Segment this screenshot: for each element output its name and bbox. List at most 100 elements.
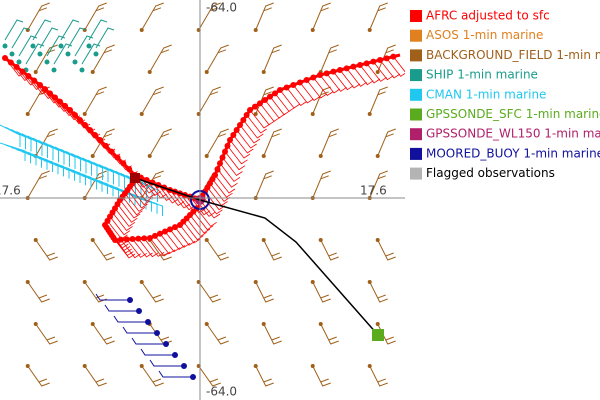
wind-barb [122,196,143,216]
legend-swatch [410,10,422,22]
wind-barb [299,82,321,102]
station [44,59,50,65]
legend-swatch [410,167,422,180]
station [136,308,142,314]
wind-barb [279,89,301,109]
wind-barb [386,58,407,77]
lon-label: -64.0 [206,1,237,15]
wind-barb [32,19,52,41]
wind-barb [184,194,206,214]
wind-barb [35,128,58,157]
wind-barb [373,61,394,81]
wind-barb [169,189,191,209]
wind-barb [320,323,339,345]
wind-barb [189,214,211,234]
wind-barb [84,86,107,115]
wind-barb [263,323,282,345]
wind-barb [158,370,193,378]
wind-barb [206,128,229,157]
wind-barb [214,174,236,194]
wind-barb [189,196,211,216]
legend-label: AFRC adjusted to sfc [426,9,550,23]
legend-swatch [410,88,422,101]
wind-barb [233,134,254,154]
wind-barb [119,199,141,219]
wind-barb [312,170,331,199]
wind-barb [84,2,107,31]
legend-label: ASOS 1-min marine [426,28,543,42]
wind-barb [239,124,261,144]
wind-barb [27,170,50,199]
wind-barb [132,183,153,202]
legend-swatch [410,49,422,62]
wind-barb [369,281,388,303]
wind-barb [149,237,171,257]
wind-barb [158,184,179,204]
wind-barb [92,239,115,261]
wind-barb [198,2,221,31]
station [51,67,57,73]
storm-position [372,329,384,341]
wind-barb [114,208,136,227]
wind-barb [199,199,221,219]
wind-barb [193,211,214,231]
wind-barb [259,103,281,122]
wind-barb [88,19,108,41]
wind-barb [141,281,164,303]
station [154,330,160,336]
wind-barb [320,44,339,73]
wind-barb [377,239,396,261]
wind-barb [366,63,387,82]
wind-barb [263,128,282,157]
station [2,43,8,49]
wind-barb [224,151,246,171]
legend-label: CMAN 1-min marine [426,87,546,101]
wind-barb [112,212,133,232]
legend-swatch [410,128,422,141]
wind-barb [84,365,107,387]
wind-barb [377,44,396,73]
station [58,43,64,49]
wind-barb [269,96,291,116]
wind-barb [346,68,367,87]
legend: AFRC adjusted to sfc ASOS 1-min marine BAC… [410,9,600,180]
wind-barb [149,44,172,73]
wind-barb [141,86,164,115]
wind-barb [377,128,396,157]
wind-barb [124,193,146,212]
legend-swatch [410,29,422,42]
wind-barb [246,114,267,134]
wind-barb [35,44,58,73]
wind-barb [255,2,274,31]
wind-barb [217,168,238,188]
wind-barb [35,323,58,345]
wind-barb [313,77,334,97]
wind-barb [369,170,388,199]
wind-barb [326,73,347,92]
wind-barb [141,365,164,387]
wind-barb [274,93,296,112]
wind-barb [174,226,196,246]
station [79,67,85,73]
station [127,297,133,303]
wind-barb [212,178,233,198]
wind-barb [249,109,271,129]
wind-barb [27,365,50,387]
wind-barb [196,208,217,227]
wind-barb [140,177,162,197]
station [181,363,187,369]
wind-barb [206,239,229,261]
wind-barb [149,359,184,367]
wind-barb [219,163,241,182]
wind-barb [312,281,331,303]
wind-barb [264,99,286,119]
wind-barb [198,86,221,115]
legend-swatch [410,147,422,160]
legend-label: Flagged observations [426,166,555,180]
wind-barb [254,106,276,126]
station [16,59,22,65]
wind-barb [164,231,186,251]
wind-barb [163,187,185,207]
wind-barb [312,2,331,31]
legend-label: MOORED_BUOY 1-min marine [426,146,600,160]
